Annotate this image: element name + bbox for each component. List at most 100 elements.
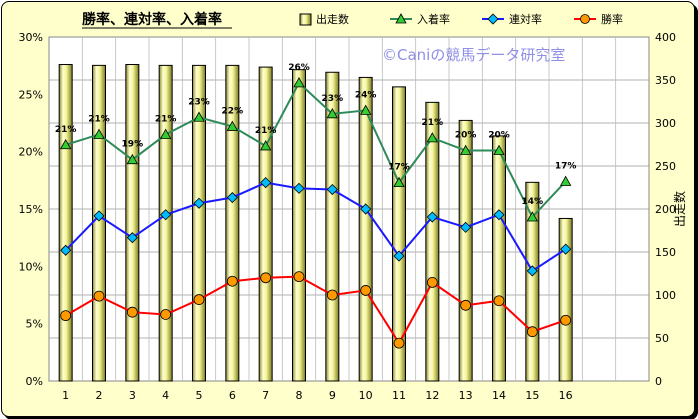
bar-starts-10 bbox=[358, 76, 373, 382]
marker-連対率-12 bbox=[426, 211, 438, 223]
chart-title: 勝率、連対率、入着率 bbox=[82, 11, 222, 28]
bar-series bbox=[58, 64, 573, 382]
marker-連対率-5 bbox=[193, 197, 205, 209]
marker-入着率-7 bbox=[259, 140, 272, 151]
marker-入着率-1 bbox=[59, 138, 72, 150]
x-tick-label: 14 bbox=[492, 389, 506, 402]
y-right-tick-label: 150 bbox=[655, 246, 676, 259]
marker-連対率-11 bbox=[393, 250, 405, 262]
marker-勝率-10 bbox=[360, 285, 372, 296]
legend-marker-入着率 bbox=[395, 13, 407, 24]
legend-label-連対率: 連対率 bbox=[509, 12, 542, 26]
y-right-tick-label: 250 bbox=[655, 160, 676, 173]
marker-入着率-16 bbox=[559, 175, 572, 186]
marker-入着率-2 bbox=[93, 128, 105, 139]
marker-勝率-7 bbox=[260, 272, 272, 284]
marker-連対率-1 bbox=[60, 244, 72, 256]
bar-starts-4 bbox=[158, 64, 173, 382]
data-label-11: 17% bbox=[388, 163, 410, 173]
marker-入着率-13 bbox=[459, 144, 472, 155]
marker-入着率-9 bbox=[326, 108, 339, 119]
bar-starts-11 bbox=[392, 86, 406, 382]
data-label-3: 19% bbox=[122, 140, 144, 150]
y-left-tick-label: 20% bbox=[19, 146, 43, 159]
x-tick-label: 2 bbox=[96, 389, 103, 402]
bar-starts-7 bbox=[258, 66, 273, 382]
line-連対率 bbox=[64, 181, 567, 273]
x-tick-label: 1 bbox=[62, 389, 69, 402]
x-tick-label: 7 bbox=[262, 389, 269, 402]
y-left-tick-label: 5% bbox=[26, 318, 43, 331]
y-right-tick-label: 0 bbox=[655, 375, 662, 388]
bar-starts-13 bbox=[458, 119, 473, 382]
bar-starts-9 bbox=[325, 71, 340, 382]
x-tick-label: 9 bbox=[329, 389, 336, 402]
data-label-9: 23% bbox=[322, 94, 344, 104]
marker-連対率-2 bbox=[93, 210, 105, 222]
y-left-tick-label: 30% bbox=[19, 31, 43, 44]
y-right-tick-label: 100 bbox=[655, 289, 676, 302]
y-left-tick-label: 0% bbox=[26, 375, 43, 388]
line-series bbox=[59, 77, 572, 349]
marker-入着率-4 bbox=[159, 128, 172, 139]
legend: 出走数 入着率 連対率 勝率 bbox=[299, 12, 623, 26]
marker-入着率-12 bbox=[426, 132, 439, 143]
bar-starts-16 bbox=[558, 217, 573, 382]
y-right-axis-label: 出走数 bbox=[672, 191, 687, 227]
y-left-tick-label: 25% bbox=[19, 88, 43, 101]
line-入着率 bbox=[65, 81, 567, 219]
marker-勝率-13 bbox=[460, 299, 472, 311]
x-tick-label: 11 bbox=[392, 389, 406, 402]
legend-swatch-bars bbox=[299, 13, 312, 26]
marker-勝率-6 bbox=[226, 275, 238, 287]
marker-勝率-1 bbox=[60, 310, 72, 322]
line-勝率 bbox=[65, 275, 566, 346]
bar-starts-12 bbox=[425, 101, 440, 382]
marker-連対率-8 bbox=[293, 182, 305, 194]
x-tick-label: 13 bbox=[459, 389, 473, 402]
marker-勝率-11 bbox=[393, 337, 405, 349]
marker-連対率-13 bbox=[460, 221, 472, 233]
marker-連対率-16 bbox=[560, 243, 572, 255]
legend-label-勝率: 勝率 bbox=[601, 12, 623, 26]
legend-marker-勝率 bbox=[580, 14, 590, 24]
y-right-tick-label: 50 bbox=[655, 332, 669, 345]
marker-入着率-14 bbox=[493, 144, 505, 155]
data-label-2: 21% bbox=[88, 114, 110, 124]
x-tick-label: 3 bbox=[129, 389, 136, 402]
bar-starts-3 bbox=[125, 64, 140, 382]
marker-連対率-4 bbox=[160, 209, 172, 221]
marker-連対率-15 bbox=[526, 265, 538, 277]
data-label-15: 14% bbox=[522, 197, 544, 207]
marker-入着率-15 bbox=[526, 211, 539, 222]
bar-starts-14 bbox=[492, 135, 506, 382]
marker-連対率-14 bbox=[493, 209, 505, 221]
marker-連対率-9 bbox=[326, 183, 338, 196]
marker-勝率-5 bbox=[193, 294, 205, 305]
gridlines bbox=[49, 37, 649, 381]
x-tick-label: 16 bbox=[559, 389, 573, 402]
marker-勝率-4 bbox=[160, 309, 172, 320]
marker-入着率-10 bbox=[359, 104, 372, 115]
marker-勝率-15 bbox=[526, 326, 538, 338]
bar-starts-8 bbox=[292, 69, 306, 382]
data-label-12: 21% bbox=[422, 118, 444, 128]
x-tick-label: 5 bbox=[196, 389, 203, 402]
marker-入着率-11 bbox=[393, 176, 405, 188]
legend-label-bars: 出走数 bbox=[316, 12, 349, 26]
marker-勝率-8 bbox=[293, 271, 305, 283]
y-left-tick-label: 10% bbox=[19, 260, 43, 273]
x-tick-label: 6 bbox=[229, 389, 236, 402]
chart-svg: 21%21%19%21%23%22%21%26%23% 24%17%21%20% 2… bbox=[19, 11, 687, 402]
marker-入着率-6 bbox=[226, 120, 239, 131]
data-labels: 21% 21% 19% 21% 23% 22% 21% 26% 23% 24% 17% 21% 20% 2… bbox=[55, 63, 577, 207]
bar-starts-6 bbox=[225, 64, 240, 382]
marker-勝率-12 bbox=[426, 276, 438, 288]
marker-勝率-16 bbox=[560, 314, 572, 326]
y-right-tick-label: 350 bbox=[655, 74, 676, 87]
marker-勝率-2 bbox=[93, 290, 105, 302]
data-label-1: 21% bbox=[55, 125, 77, 135]
data-label-10: 24% bbox=[355, 90, 377, 100]
bar-starts-2 bbox=[92, 64, 106, 382]
